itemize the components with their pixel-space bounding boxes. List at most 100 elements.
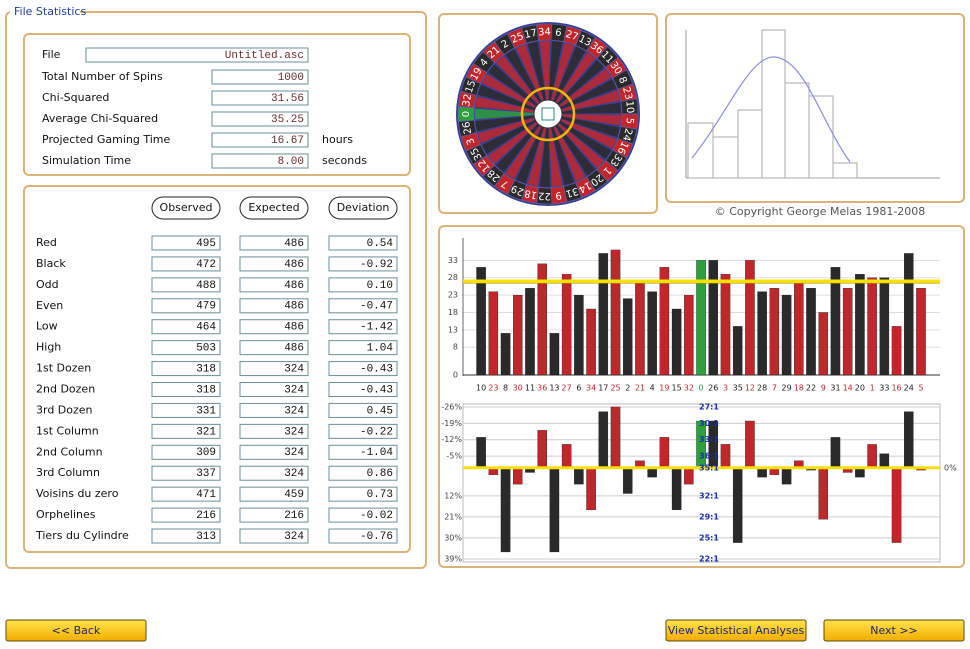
x-tick-label: 14 xyxy=(843,384,853,393)
y2-tick-label: 0% xyxy=(944,463,957,472)
field-label: Projected Gaming Time xyxy=(42,133,171,146)
field-box xyxy=(211,153,309,169)
cell-value: 459 xyxy=(284,489,304,501)
bar xyxy=(745,420,755,468)
y-tick-label: 28 xyxy=(448,273,458,282)
cell-box xyxy=(239,402,309,418)
column-header xyxy=(328,196,398,220)
field-value: 16.67 xyxy=(271,135,304,147)
cell-value: 324 xyxy=(284,384,304,396)
payout-label: 32:1 xyxy=(699,491,719,500)
pocket-spoke xyxy=(548,127,563,187)
pocket-spoke xyxy=(551,127,575,186)
x-tick-label: 19 xyxy=(659,384,669,393)
analyses-label[interactable]: View Statistical Analyses xyxy=(668,624,805,637)
normal-curve xyxy=(691,56,851,163)
bar xyxy=(671,467,682,511)
pocket-spoke xyxy=(477,117,536,144)
field-value: 8.00 xyxy=(278,156,304,168)
bar xyxy=(659,437,670,468)
row-label: Even xyxy=(36,299,63,312)
y-tick-label: -12% xyxy=(441,435,462,444)
histogram-panel xyxy=(665,13,965,203)
row-label: Orphelines xyxy=(36,508,96,521)
bar xyxy=(647,291,657,376)
bar xyxy=(500,333,511,376)
bar xyxy=(769,288,780,376)
cell-value: 324 xyxy=(284,531,304,543)
x-tick-label: 30 xyxy=(513,384,523,393)
bar xyxy=(720,274,731,376)
cell-value: 486 xyxy=(284,238,304,250)
x-tick-label: 33 xyxy=(879,384,889,393)
pocket-spoke xyxy=(548,41,563,101)
cell-value: 495 xyxy=(196,238,216,250)
pocket-spoke xyxy=(475,108,535,120)
cell-value: -0.76 xyxy=(360,531,393,543)
cell-value: 324 xyxy=(284,447,304,459)
cell-value: 0.73 xyxy=(367,489,393,501)
pocket-number: 23 xyxy=(620,86,634,101)
y-tick-label: 12% xyxy=(444,491,462,500)
y-tick-label: 30% xyxy=(444,533,462,542)
cell-box xyxy=(328,528,398,544)
pocket-number: 34 xyxy=(538,27,551,39)
bar xyxy=(586,467,596,511)
bar xyxy=(476,267,486,376)
bar xyxy=(916,288,926,376)
cell-value: 324 xyxy=(284,468,304,480)
x-tick-label: 12 xyxy=(745,384,755,393)
x-tick-label: 20 xyxy=(855,384,865,393)
pocket-spoke xyxy=(477,84,536,111)
bar xyxy=(561,274,572,376)
cell-value: 318 xyxy=(196,384,216,396)
pocket-spoke xyxy=(561,114,621,126)
y-tick-label: 23 xyxy=(448,291,458,300)
payout-label: 36:1 xyxy=(699,452,719,461)
pocket-number: 7 xyxy=(500,177,511,190)
cell-box xyxy=(151,507,221,523)
x-tick-label: 32 xyxy=(684,384,694,393)
x-tick-label: 28 xyxy=(757,384,767,393)
x-tick-label: 24 xyxy=(904,384,914,393)
pocket-number: 26 xyxy=(461,121,474,135)
cell-value: 486 xyxy=(284,301,304,313)
pocket-spoke xyxy=(553,46,586,102)
cell-value: 0.54 xyxy=(367,238,394,250)
y-tick-label: 21% xyxy=(444,512,462,521)
bar xyxy=(513,294,523,376)
back-label[interactable]: << Back xyxy=(52,624,101,637)
cell-box xyxy=(151,235,221,251)
payout-label: 25:1 xyxy=(699,533,719,542)
field-value: Untitled.asc xyxy=(225,50,304,62)
y-tick-label: -26% xyxy=(441,402,462,411)
cell-box xyxy=(328,340,398,356)
bar xyxy=(659,267,670,376)
cell-value: 216 xyxy=(284,510,304,522)
pocket-spoke xyxy=(557,122,605,169)
analyses-button[interactable] xyxy=(665,619,807,642)
cell-value: 337 xyxy=(196,468,216,480)
cell-box xyxy=(151,277,221,293)
pocket-spoke xyxy=(495,55,540,105)
pocket-spoke xyxy=(561,116,620,138)
next-label[interactable]: Next >> xyxy=(870,624,918,637)
cell-box xyxy=(151,382,221,398)
pocket-spoke xyxy=(559,68,612,108)
cell-box xyxy=(328,235,398,251)
payout-label: 22:1 xyxy=(699,554,719,563)
cell-box xyxy=(151,423,221,439)
bar xyxy=(781,294,792,376)
bar xyxy=(598,411,609,468)
field-box xyxy=(211,90,309,106)
next-button[interactable] xyxy=(823,619,965,642)
x-tick-label: 9 xyxy=(821,384,826,393)
group-title: File Statistics xyxy=(14,5,86,18)
field-box xyxy=(211,132,309,148)
cell-value: -0.43 xyxy=(360,384,393,396)
back-button[interactable] xyxy=(5,619,147,642)
pocket-spoke xyxy=(475,96,535,113)
cell-value: 324 xyxy=(284,405,304,417)
pocket-spoke xyxy=(481,119,537,155)
